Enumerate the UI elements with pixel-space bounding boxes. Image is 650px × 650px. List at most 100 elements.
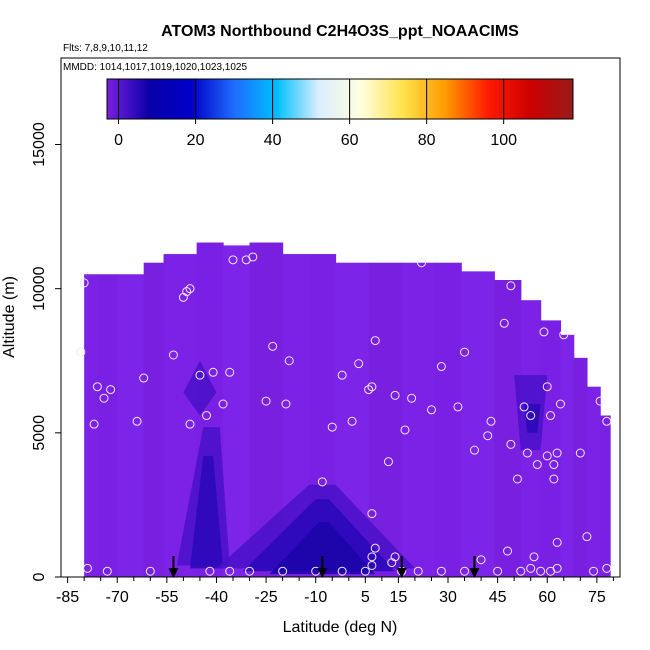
sample-point bbox=[436, 362, 446, 372]
sample-point bbox=[407, 393, 417, 403]
y-axis-label: Altitude (m) bbox=[1, 276, 18, 358]
dark-region-layer bbox=[176, 360, 548, 575]
sample-point bbox=[552, 563, 562, 573]
low-value-region bbox=[190, 455, 224, 569]
field-column bbox=[494, 280, 522, 577]
low-value-region bbox=[183, 360, 217, 416]
sample-point bbox=[364, 385, 374, 395]
sample-point bbox=[516, 566, 526, 576]
profile-arrow bbox=[317, 556, 328, 578]
sample-point bbox=[483, 431, 493, 441]
sample-point bbox=[436, 566, 446, 576]
sample-point bbox=[493, 566, 503, 576]
colorbar-tick-label: 60 bbox=[341, 132, 359, 149]
sample-point bbox=[499, 318, 509, 328]
sample-point bbox=[182, 287, 192, 297]
x-tick-label: -25 bbox=[255, 589, 278, 606]
x-tick-label: 30 bbox=[439, 589, 457, 606]
sample-point bbox=[347, 416, 357, 426]
sample-point bbox=[360, 566, 370, 576]
field-column bbox=[586, 386, 601, 577]
sample-point bbox=[522, 448, 532, 458]
x-axis-label: Latitude (deg N) bbox=[283, 619, 398, 636]
y-tick-label: 0 bbox=[31, 572, 48, 581]
y-axis: 0 5000 10000 15000 bbox=[31, 122, 61, 581]
low-value-region bbox=[524, 404, 541, 433]
sample-point bbox=[367, 552, 377, 562]
sample-point bbox=[367, 560, 377, 570]
sample-point bbox=[417, 258, 427, 268]
y-tick-label: 15000 bbox=[31, 122, 48, 167]
sample-point bbox=[549, 460, 559, 470]
sample-point bbox=[354, 359, 364, 369]
sample-point bbox=[367, 382, 377, 392]
sample-point bbox=[506, 281, 516, 291]
sample-point bbox=[413, 566, 423, 576]
sample-point bbox=[89, 419, 99, 429]
x-tick-label: 5 bbox=[361, 589, 370, 606]
colorbar-tick-label: 0 bbox=[114, 132, 123, 149]
sample-point bbox=[82, 563, 92, 573]
colorbar-rect bbox=[106, 78, 574, 120]
x-tick-label: 15 bbox=[389, 589, 407, 606]
sample-point bbox=[106, 385, 116, 395]
sample-point bbox=[337, 566, 347, 576]
field-column bbox=[600, 415, 611, 577]
field-column bbox=[368, 262, 403, 577]
sample-point bbox=[546, 411, 556, 421]
sample-point bbox=[549, 474, 559, 484]
sample-point bbox=[519, 402, 529, 412]
sample-point bbox=[503, 546, 513, 556]
y-tick-label: 5000 bbox=[31, 415, 48, 451]
sample-point bbox=[555, 399, 565, 409]
sample-point bbox=[168, 350, 178, 360]
sample-point bbox=[225, 367, 235, 377]
sample-point bbox=[92, 382, 102, 392]
colorbar: 0 20 40 60 80 100 bbox=[106, 78, 574, 149]
field-column bbox=[560, 334, 575, 577]
sample-point bbox=[582, 532, 592, 542]
sample-point bbox=[370, 543, 380, 553]
sample-point bbox=[79, 278, 89, 288]
sample-point bbox=[102, 566, 112, 576]
sample-point bbox=[337, 370, 347, 380]
sample-point bbox=[575, 448, 585, 458]
sample-point bbox=[327, 422, 337, 432]
colorbar-ticks: 0 20 40 60 80 100 bbox=[114, 79, 517, 149]
sample-point bbox=[317, 477, 327, 487]
sample-point bbox=[542, 451, 552, 461]
sample-point bbox=[228, 255, 238, 265]
sample-point bbox=[281, 399, 291, 409]
field-column bbox=[401, 262, 436, 577]
colorbar-tick-label: 40 bbox=[264, 132, 282, 149]
profile-arrow bbox=[396, 556, 407, 578]
colorbar-tick-label: 20 bbox=[187, 132, 205, 149]
field-column bbox=[117, 274, 145, 577]
sample-point bbox=[532, 460, 542, 470]
sample-point bbox=[552, 448, 562, 458]
sample-point bbox=[261, 396, 271, 406]
field-column bbox=[434, 262, 462, 577]
x-tick-label: -40 bbox=[205, 589, 228, 606]
sample-point bbox=[202, 411, 212, 421]
sample-point bbox=[208, 367, 218, 377]
sample-point bbox=[185, 284, 195, 294]
sample-point bbox=[400, 425, 410, 435]
field-column bbox=[84, 274, 98, 577]
mmdd-label: MMDD: 1014,1017,1019,1020,1023,1025 bbox=[63, 62, 247, 73]
sample-point bbox=[602, 416, 612, 426]
low-value-region bbox=[269, 522, 376, 575]
sample-point bbox=[539, 327, 549, 337]
sample-point bbox=[526, 411, 536, 421]
sample-point bbox=[383, 457, 393, 467]
sample-point bbox=[145, 566, 155, 576]
sample-point bbox=[278, 566, 288, 576]
field-column bbox=[97, 274, 118, 577]
sample-point bbox=[268, 341, 278, 351]
flights-label: Flts: 7,8,9,10,11,12 bbox=[63, 43, 148, 54]
x-tick-label: -55 bbox=[155, 589, 178, 606]
sample-point bbox=[390, 552, 400, 562]
sample-point bbox=[512, 474, 522, 484]
sample-point bbox=[602, 563, 612, 573]
x-tick-label: -10 bbox=[304, 589, 327, 606]
